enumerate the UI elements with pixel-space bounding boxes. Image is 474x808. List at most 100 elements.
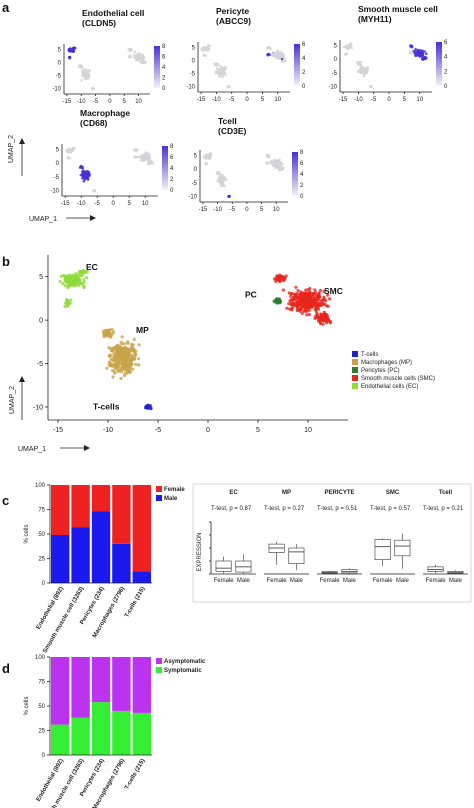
cluster-label-smc: SMC: [324, 286, 343, 296]
umap-point-mp: [129, 366, 133, 370]
feature-point: [369, 85, 373, 88]
color-scale-tick: 0: [300, 194, 304, 200]
bar-segment-symptomatic: [51, 724, 70, 755]
feature-plot-x-tick: 0: [245, 97, 249, 103]
panel-c-sex-stacked-bar: Endothelial (892)Smooth muscle cell (326…: [24, 483, 185, 654]
boxplot-group-3: SMC T-test, p = 0.57 Female Male: [370, 490, 415, 584]
bar-segment-female: [91, 485, 111, 512]
umap-point-mp: [118, 367, 122, 371]
feature-plot-x-tick: -5: [95, 201, 101, 207]
panel-d-symptom-stacked-bar: Endothelial (892)Smooth muscle cell (326…: [24, 655, 206, 808]
umap-point-mp: [130, 342, 134, 347]
color-scale-tick: 6: [170, 155, 174, 161]
umap-point-mp: [105, 330, 109, 334]
umap-point-ec: [74, 282, 78, 287]
boxplot-group-title: Tcell: [439, 490, 453, 496]
umap-point-smc: [319, 318, 323, 322]
feature-point: [141, 159, 145, 162]
boxplot-test-label: T-test, p = 0.51: [317, 506, 358, 512]
feature-plot-y-tick: -5: [190, 72, 196, 78]
umap-point-smc: [281, 288, 285, 292]
umap-point-mp: [124, 346, 128, 350]
feature-plot-x-tick: -10: [354, 97, 363, 103]
box-male: [394, 539, 411, 557]
feature-point: [130, 48, 133, 51]
color-scale-bar: [436, 42, 442, 86]
umap-point-smc: [304, 301, 309, 305]
umap-point-ec: [82, 278, 86, 282]
feature-plot-title: Macrophage: [80, 108, 130, 118]
bar-segment-symptomatic: [132, 712, 151, 755]
bar-y-axis-label: % cells: [24, 524, 30, 543]
umap-point-ec: [58, 279, 62, 284]
feature-plot-x-tick: -15: [63, 99, 72, 105]
color-scale-tick: 6: [444, 40, 448, 46]
feature-point: [218, 174, 222, 177]
boxplot-group-title: PERICYTE: [324, 490, 354, 496]
feature-plot-gene: (MYH11): [358, 14, 392, 24]
umap-point-ec: [82, 285, 86, 289]
panel-label-a: a: [2, 0, 10, 15]
feature-point: [275, 55, 279, 58]
boxplot-test-label: T-test, p = 0.57: [370, 506, 411, 512]
feature-point: [271, 54, 275, 58]
bar-legend-label: Asymptomatic: [164, 659, 206, 665]
color-scale-bar: [294, 44, 300, 86]
color-scale-tick: 4: [302, 56, 306, 62]
feature-point: [216, 63, 220, 66]
feature-plot-x-tick: -10: [77, 99, 86, 105]
feature-point: [424, 57, 427, 61]
color-scale-tick: 2: [300, 183, 304, 189]
umap-point-smc: [301, 305, 305, 309]
umap-point-mp: [110, 327, 114, 331]
feature-point: [278, 52, 282, 56]
box-x-label: Male: [343, 578, 357, 584]
feature-point: [271, 160, 275, 164]
feature-point: [266, 162, 270, 165]
umap-point-ec: [69, 282, 73, 286]
umap-y-tick: 0: [39, 318, 43, 325]
umap-point-mp: [124, 356, 128, 360]
feature-point: [415, 54, 418, 58]
umap-point-smc: [298, 292, 302, 297]
feature-point: [86, 177, 90, 180]
umap-point-mp: [114, 361, 118, 365]
boxplot-group-4: Tcell T-test, p = 0.21 Female Male: [423, 490, 468, 584]
umap-point-ec: [63, 304, 67, 308]
feature-plot-y-tick: -10: [52, 87, 61, 93]
box-x-label: Female: [373, 578, 394, 584]
umap-point-mp: [119, 376, 123, 380]
feature-point: [216, 179, 220, 183]
umap-point-mp: [128, 361, 132, 365]
feature-point: [366, 67, 370, 70]
feature-point: [132, 53, 136, 57]
feature-point: [412, 49, 415, 53]
bar-y-tick: 50: [38, 532, 45, 538]
umap-point-mp: [137, 357, 141, 361]
feature-point: [134, 149, 138, 153]
feature-point: [81, 170, 84, 173]
bar-segment-asymptomatic: [71, 657, 90, 718]
bar-y-tick: 75: [38, 680, 45, 686]
umap-point-ec: [74, 272, 78, 276]
umap-point-smc: [302, 292, 306, 296]
feature-plot-x-tick: 10: [416, 97, 423, 103]
umap-point-smc: [328, 297, 332, 301]
feature-point: [92, 189, 96, 192]
feature-point: [203, 47, 206, 51]
feature-plot-x-tick: 10: [273, 207, 280, 213]
umap-point-mp: [124, 361, 128, 366]
feature-plot-gene: (CLDN5): [82, 18, 116, 28]
feature-plot-y-tick: 5: [192, 45, 196, 51]
umap-point-smc: [317, 291, 321, 295]
color-scale-tick: 0: [302, 84, 306, 90]
feature-point: [207, 44, 210, 48]
umap-point-ec: [78, 270, 82, 274]
umap-point-mp: [132, 349, 136, 353]
umap-point-smc: [281, 278, 285, 283]
umap-point-ec: [66, 274, 70, 278]
cluster-label-mp: MP: [136, 325, 149, 335]
legend-swatch: [352, 375, 358, 381]
